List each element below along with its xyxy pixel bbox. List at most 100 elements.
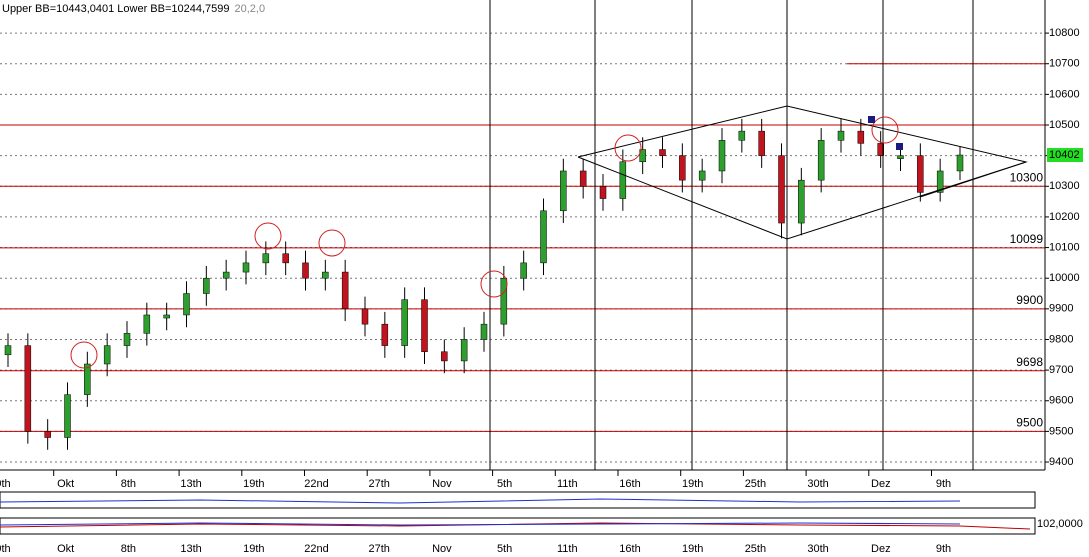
- x-tick-label: 30th: [807, 478, 828, 490]
- y-tick-label: 10100: [1049, 241, 1080, 253]
- candle-body: [203, 277, 210, 294]
- candles: [4, 118, 964, 450]
- x-tick-label: Okt: [57, 478, 74, 490]
- x-tick-label: Nov: [432, 543, 452, 555]
- indicator-panel: [0, 491, 1036, 509]
- candle-body: [242, 262, 250, 273]
- x-tick-label: 25th: [745, 543, 766, 555]
- x-tick-label: Nov: [432, 478, 452, 490]
- x-tick-label: 27th: [368, 478, 389, 490]
- candle-body: [44, 431, 51, 438]
- candle-body: [84, 363, 91, 395]
- candle-body: [738, 130, 746, 141]
- candle-body: [679, 155, 686, 181]
- candle-body: [103, 345, 111, 365]
- candle-body: [897, 155, 904, 159]
- candle-body: [460, 339, 468, 362]
- x-tick-label: 9th: [936, 478, 951, 490]
- candle-body: [718, 140, 726, 172]
- x-tick-label: 8th: [121, 543, 136, 555]
- y-tick-label: 10000: [1049, 272, 1080, 284]
- marker: [896, 143, 903, 150]
- session-lines: [489, 0, 974, 470]
- candle-body: [322, 271, 329, 279]
- candle-body: [500, 277, 508, 325]
- candle-body: [817, 140, 825, 181]
- y-tick-label: 10300: [1049, 180, 1080, 192]
- candle-body: [956, 154, 964, 172]
- candle-body: [361, 308, 369, 325]
- x-tick-label: 9th: [0, 543, 11, 555]
- x-tick-label: 5th: [497, 478, 512, 490]
- candle-body: [560, 170, 567, 212]
- candle-body: [163, 314, 170, 319]
- candle-body: [778, 155, 785, 224]
- x-tick-label: 22nd: [304, 543, 328, 555]
- candle-body: [421, 299, 428, 352]
- candle-body: [262, 253, 270, 264]
- candle-body: [599, 186, 607, 199]
- y-tick-label: 10800: [1049, 27, 1080, 39]
- candle-body: [183, 293, 190, 316]
- last-price-label: 10402: [1049, 149, 1080, 161]
- x-tick-label: 11th: [557, 543, 578, 555]
- marker: [868, 116, 875, 123]
- x-tick-label: 19th: [682, 478, 703, 490]
- indicator-panel: [0, 517, 1036, 535]
- x-tick-label: 19th: [682, 543, 703, 555]
- last-price-box: [1047, 148, 1083, 163]
- candle-body: [798, 179, 805, 224]
- candle-body: [758, 130, 765, 156]
- candle-body: [4, 345, 12, 356]
- indicator-line: [0, 498, 961, 504]
- candle-body: [520, 262, 527, 279]
- y-tick-label: 9500: [1049, 425, 1073, 437]
- y-tick-label: 9700: [1049, 364, 1073, 376]
- candle-body: [24, 345, 32, 432]
- candle-body: [381, 323, 389, 346]
- x-tick-label: Dez: [871, 543, 891, 555]
- x-tick-label: 16th: [619, 478, 640, 490]
- y-tick-label: 9600: [1049, 395, 1073, 407]
- candle-body: [579, 170, 587, 187]
- x-tick-label: 19th: [243, 543, 264, 555]
- level-label: 9500: [1016, 416, 1043, 430]
- candle-body: [540, 210, 547, 264]
- x-tick-label: 27th: [368, 543, 389, 555]
- candle-body: [341, 271, 349, 310]
- candle-body: [659, 149, 666, 156]
- y-tick-label: 9800: [1049, 333, 1073, 345]
- title: Upper BB=10443,0401 Lower BB=10244,7599: [2, 3, 230, 15]
- indicator-line: [0, 522, 1031, 530]
- y-tick-label: 10200: [1049, 211, 1080, 223]
- candle-body: [64, 394, 71, 438]
- y-tick-label: 10600: [1049, 88, 1080, 100]
- indicator-line: [0, 522, 961, 526]
- candle-body: [877, 143, 884, 156]
- candle-body: [123, 333, 131, 346]
- candle-body: [480, 323, 488, 340]
- candle-body: [282, 253, 289, 264]
- x-tick-label: 9th: [936, 543, 951, 555]
- candle-body: [619, 161, 627, 199]
- x-tick-label: 16th: [619, 543, 640, 555]
- x-tick-label: 13th: [180, 478, 201, 490]
- x-tick-label: 13th: [180, 543, 201, 555]
- candle-body: [639, 149, 646, 163]
- y-tick-label: 9900: [1049, 303, 1073, 315]
- chart-title: Upper BB=10443,0401 Lower BB=10244,7599 2…: [2, 3, 265, 15]
- params: 20,2,0: [235, 3, 266, 15]
- level-label: 10099: [1010, 232, 1044, 246]
- y-tick-label: 10700: [1049, 58, 1080, 70]
- x-tick-label: 9th: [0, 478, 11, 490]
- candle-body: [857, 130, 865, 144]
- x-tick-label: 8th: [121, 478, 136, 490]
- candle-body: [222, 271, 230, 279]
- candle-body: [401, 299, 408, 346]
- pattern-drawings: [70, 105, 1028, 369]
- indicator-label: 102,0000: [1037, 518, 1083, 530]
- plot: [0, 32, 1045, 463]
- candle-body: [837, 130, 845, 141]
- x-tick-label: 22nd: [304, 478, 328, 490]
